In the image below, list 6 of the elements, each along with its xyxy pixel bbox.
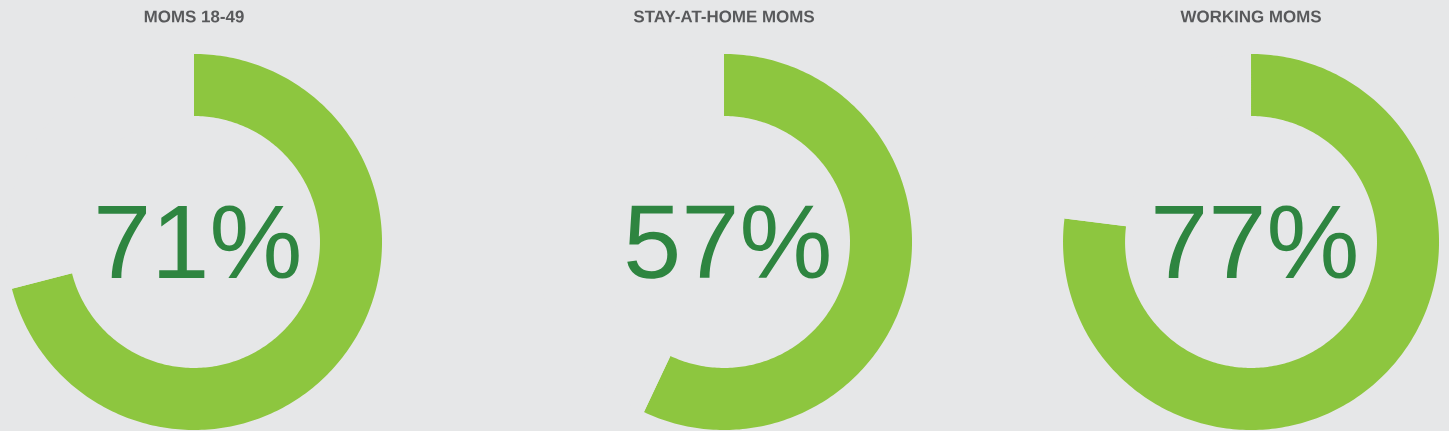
data-label: 77% [1155, 205, 1356, 279]
data-label: 57% [627, 205, 829, 279]
chart-title: MOMS 18-49 [144, 10, 244, 23]
data-label: 71% [98, 205, 299, 279]
chart-title: WORKING MOMS [1180, 10, 1321, 23]
chart-title: STAY-AT-HOME MOMS [633, 10, 815, 23]
